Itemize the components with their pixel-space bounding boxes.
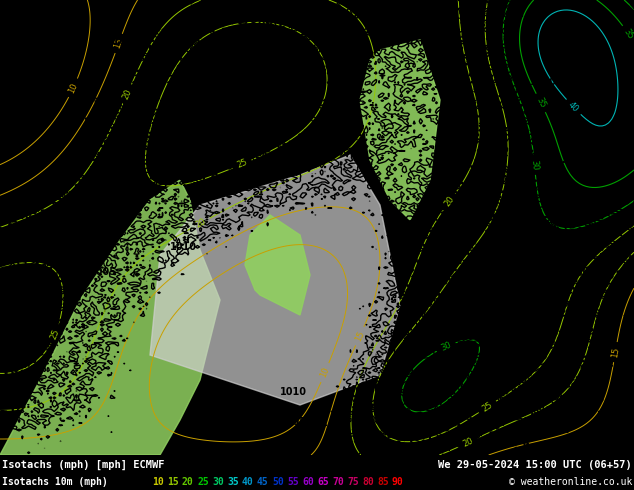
Text: 55: 55 <box>287 477 299 487</box>
Text: 15: 15 <box>354 329 366 343</box>
Text: 1000: 1000 <box>530 77 557 87</box>
Text: 15: 15 <box>113 37 125 50</box>
Text: 1010: 1010 <box>490 212 517 222</box>
Text: 25: 25 <box>236 158 249 171</box>
Text: 40: 40 <box>567 100 580 114</box>
Text: 20: 20 <box>443 195 456 209</box>
Text: 10: 10 <box>67 81 80 95</box>
Text: 30: 30 <box>529 159 540 171</box>
Text: 35: 35 <box>227 477 239 487</box>
Text: 1005: 1005 <box>90 267 117 277</box>
Text: 20: 20 <box>194 217 207 230</box>
Text: Isotachs (mph) [mph] ECMWF: Isotachs (mph) [mph] ECMWF <box>2 460 164 470</box>
Text: 1005: 1005 <box>280 417 307 427</box>
Polygon shape <box>0 180 220 455</box>
Text: 80: 80 <box>362 477 374 487</box>
Text: © weatheronline.co.uk: © weatheronline.co.uk <box>508 477 632 487</box>
Text: 35: 35 <box>534 96 547 110</box>
Text: 70: 70 <box>332 477 344 487</box>
Text: 45: 45 <box>257 477 269 487</box>
Text: 20: 20 <box>121 87 134 100</box>
Polygon shape <box>360 40 440 220</box>
Text: 85: 85 <box>377 477 389 487</box>
Text: We 29-05-2024 15:00 UTC (06+57): We 29-05-2024 15:00 UTC (06+57) <box>438 460 632 470</box>
Text: 75: 75 <box>347 477 359 487</box>
Text: 35: 35 <box>622 27 634 41</box>
Text: 90: 90 <box>392 477 404 487</box>
Text: 30: 30 <box>439 340 453 353</box>
Text: 20: 20 <box>462 436 475 449</box>
Text: 1010: 1010 <box>170 242 197 252</box>
Text: Isotachs 10m (mph): Isotachs 10m (mph) <box>2 477 108 487</box>
Text: 25: 25 <box>481 400 495 414</box>
Text: 1005: 1005 <box>90 192 117 202</box>
Text: 15: 15 <box>167 477 179 487</box>
Text: 60: 60 <box>302 477 314 487</box>
Text: 30: 30 <box>212 477 224 487</box>
Text: 1010: 1010 <box>280 387 307 397</box>
Text: 40: 40 <box>242 477 254 487</box>
Text: 10: 10 <box>152 477 164 487</box>
Text: 50: 50 <box>272 477 284 487</box>
Text: 25: 25 <box>197 477 209 487</box>
Text: 10: 10 <box>319 366 331 379</box>
Polygon shape <box>245 215 310 315</box>
Text: 25: 25 <box>49 327 61 341</box>
Text: 65: 65 <box>317 477 329 487</box>
Text: 1010: 1010 <box>100 37 127 47</box>
Text: 15: 15 <box>610 346 621 358</box>
Text: 1005: 1005 <box>570 267 597 277</box>
Text: 20: 20 <box>182 477 194 487</box>
Polygon shape <box>150 155 400 405</box>
